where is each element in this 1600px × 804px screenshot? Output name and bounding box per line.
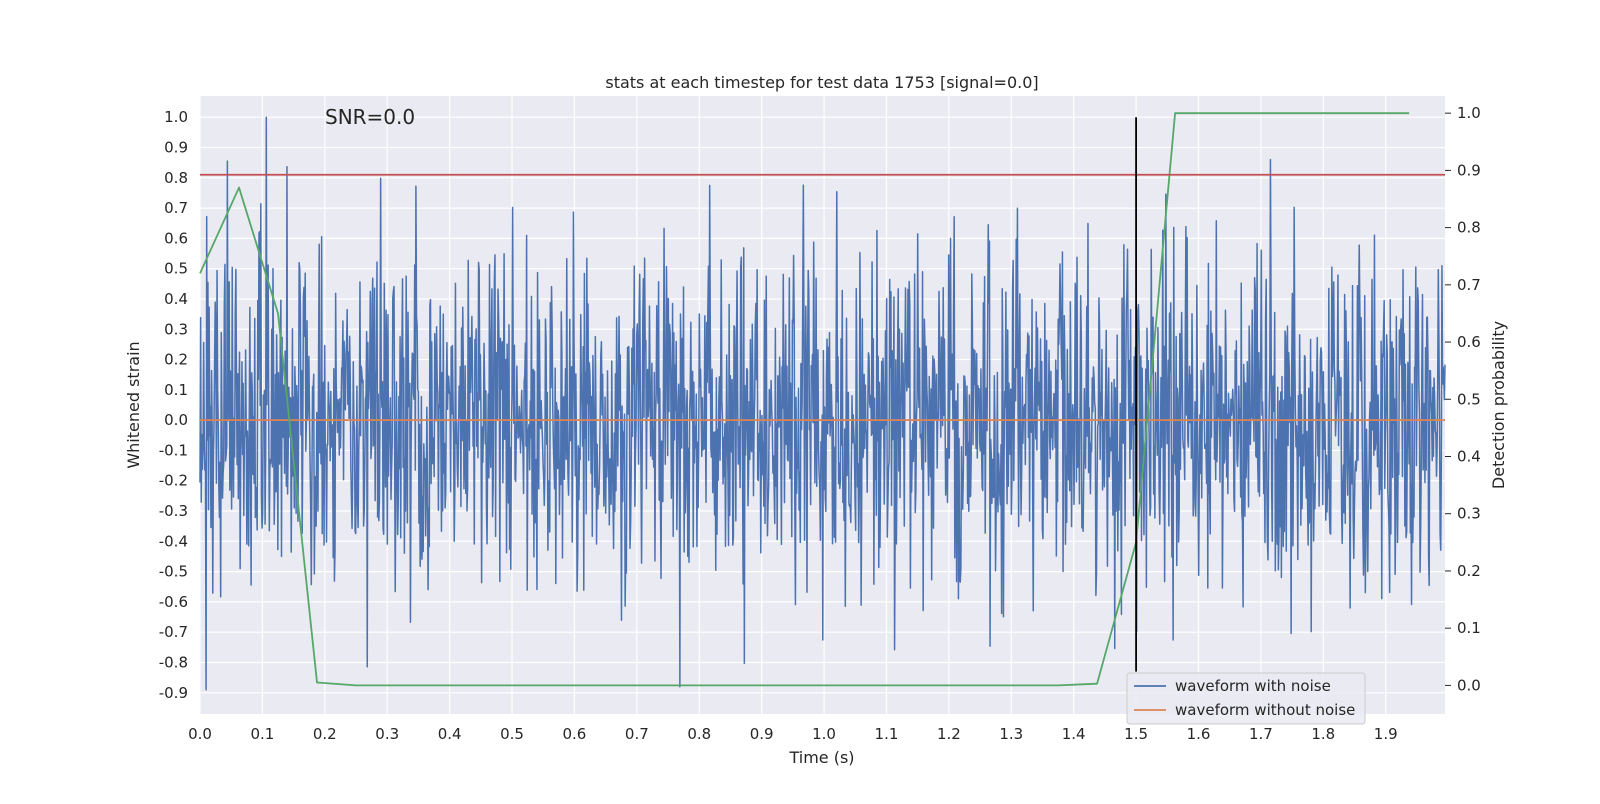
y-tick-label: -0.2 xyxy=(159,472,188,490)
y-tick-label: -0.4 xyxy=(159,532,188,550)
y-tick-label: -0.5 xyxy=(159,563,188,581)
y-tick-label: -0.6 xyxy=(159,593,188,611)
y2-tick-label: 0.2 xyxy=(1457,562,1481,580)
x-tick-label: 1.2 xyxy=(937,725,961,743)
legend-label-waveform-without-noise: waveform without noise xyxy=(1175,701,1355,719)
y2-tick-label: 0.9 xyxy=(1457,161,1481,179)
y-tick-label: 0.3 xyxy=(164,320,188,338)
x-tick-label: 1.0 xyxy=(812,725,836,743)
x-tick-label: 1.4 xyxy=(1062,725,1086,743)
y-tick-label: 0.6 xyxy=(164,229,188,247)
x-tick-label: 0.1 xyxy=(250,725,274,743)
x-tick-label: 0.2 xyxy=(313,725,337,743)
y2-tick-label: 0.4 xyxy=(1457,448,1481,466)
x-tick-label: 0.3 xyxy=(375,725,399,743)
series-line-series-2 xyxy=(199,112,1410,687)
x-tick-label: 0.8 xyxy=(687,725,711,743)
x-tick-label: 0.4 xyxy=(438,725,462,743)
y2-tick-label: 0.5 xyxy=(1457,390,1481,408)
x-tick-label: 1.1 xyxy=(875,725,899,743)
y-tick-label: 0.0 xyxy=(164,411,188,429)
y-tick-label: -0.1 xyxy=(159,441,188,459)
x-tick-label: 0.7 xyxy=(625,725,649,743)
y-tick-label: -0.9 xyxy=(159,684,188,702)
y-tick-label: 0.1 xyxy=(164,381,188,399)
y-tick-label: 0.8 xyxy=(164,169,188,187)
y-tick-label: -0.7 xyxy=(159,623,188,641)
series-layer xyxy=(199,112,1446,691)
y-tick-label: 1.0 xyxy=(164,108,188,126)
y2-tick-label: 0.0 xyxy=(1457,676,1481,694)
y-tick-label: 0.5 xyxy=(164,260,188,278)
y-tick-label: -0.8 xyxy=(159,654,188,672)
y2-tick-label: 0.3 xyxy=(1457,505,1481,523)
y2-tick-label: 0.6 xyxy=(1457,333,1481,351)
series-line-waveform-with-noise xyxy=(199,116,1446,691)
x-tick-label: 0.6 xyxy=(563,725,587,743)
chart-title: stats at each timestep for test data 175… xyxy=(605,73,1038,92)
y-tick-label: 0.7 xyxy=(164,199,188,217)
x-tick-label: 1.9 xyxy=(1374,725,1398,743)
legend-label-waveform-with-noise: waveform with noise xyxy=(1175,677,1331,695)
x-tick-label: 0.5 xyxy=(500,725,524,743)
legend-box xyxy=(1126,672,1366,725)
y2-tick-label: 0.7 xyxy=(1457,276,1481,294)
y-tick-label: 0.9 xyxy=(164,139,188,157)
y2-tick-label: 0.1 xyxy=(1457,619,1481,637)
y-tick-label: 0.4 xyxy=(164,290,188,308)
ticks-layer: 0.0 0.1 0.2 0.3 0.4 0.5 0.6 0.7 0.8 0.9 1.0 1.1 1.2 1… xyxy=(159,104,1481,743)
snr-annotation: SNR=0.0 xyxy=(325,105,415,129)
y-axis-label: Whitened strain xyxy=(124,341,143,468)
y2-tick-label: 1.0 xyxy=(1457,104,1481,122)
legend: waveform with noise waveform without noi… xyxy=(1126,672,1366,725)
y-tick-label: -0.3 xyxy=(159,502,188,520)
x-tick-label: 1.5 xyxy=(1124,725,1148,743)
y-tick-label: 0.2 xyxy=(164,351,188,369)
x-axis-label: Time (s) xyxy=(788,748,854,767)
x-tick-label: 0.0 xyxy=(188,725,212,743)
x-tick-label: 1.3 xyxy=(999,725,1023,743)
y2-axis-label: Detection probability xyxy=(1489,321,1508,489)
x-tick-label: 0.9 xyxy=(750,725,774,743)
x-tick-label: 1.8 xyxy=(1311,725,1335,743)
y2-tick-label: 0.8 xyxy=(1457,219,1481,237)
x-tick-label: 1.6 xyxy=(1187,725,1211,743)
x-tick-label: 1.7 xyxy=(1249,725,1273,743)
